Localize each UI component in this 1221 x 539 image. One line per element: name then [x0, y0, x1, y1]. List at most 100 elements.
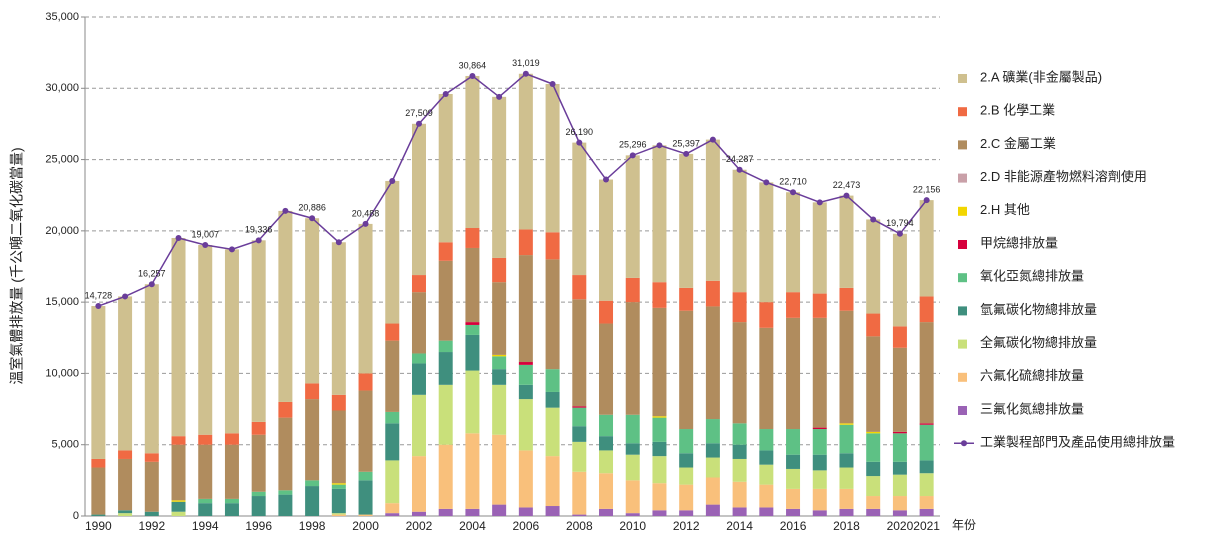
bar-segment — [224, 503, 239, 516]
bar-segment — [545, 391, 560, 408]
x-tick-label: 2021 — [913, 519, 940, 533]
bar-segment — [866, 461, 881, 477]
legend-swatch — [958, 140, 967, 150]
bar-segment — [438, 242, 453, 261]
line-point — [522, 70, 529, 77]
bar-segment — [198, 245, 213, 435]
bar-segment — [91, 467, 106, 515]
bar-segment — [599, 473, 614, 509]
bar-segment — [118, 458, 133, 511]
bar-segment — [171, 237, 186, 437]
bar-segment — [518, 399, 533, 451]
bar-segment — [705, 504, 720, 516]
bar-segment — [411, 292, 426, 354]
bar-segment — [224, 498, 239, 504]
bar-segment — [438, 508, 453, 516]
y-axis-label: 溫室氣體排放量 (千公噸二氧化碳當量) — [9, 147, 25, 384]
line-point — [790, 189, 797, 196]
bar-segment — [599, 414, 614, 437]
y-tick-label: 15,000 — [45, 296, 79, 308]
bar-segment — [91, 306, 106, 459]
x-tick-label: 1990 — [85, 519, 112, 533]
bar-segment — [518, 255, 533, 363]
bar-segment — [198, 444, 213, 499]
bar-segment — [705, 306, 720, 420]
bar-segment — [411, 511, 426, 516]
bar-segment — [599, 436, 614, 451]
legend-label: 三氟化氮總排放量 — [980, 401, 1084, 416]
bar-segment — [759, 327, 774, 430]
data-label: 22,473 — [833, 180, 861, 190]
bar-segment — [786, 292, 801, 318]
bar-segment — [652, 441, 667, 457]
bar-segment — [518, 450, 533, 508]
bar-segment — [679, 310, 694, 430]
bar-segment — [465, 508, 480, 516]
y-tick-label: 35,000 — [45, 11, 79, 23]
bar-segment — [812, 454, 827, 471]
bar-segment — [411, 275, 426, 293]
bar-segment — [732, 322, 747, 424]
y-tick-label: 25,000 — [45, 153, 79, 165]
bar-segment — [331, 394, 346, 411]
line-point — [309, 215, 316, 222]
bar-segment — [599, 508, 614, 516]
data-label: 27,509 — [405, 108, 433, 118]
bar-segment — [171, 511, 186, 516]
bar-segment — [411, 363, 426, 395]
bar-segment — [759, 464, 774, 485]
bar-segment — [572, 275, 587, 300]
bar-segment — [305, 480, 320, 487]
bar-segment — [705, 443, 720, 458]
bar-segment — [759, 507, 774, 516]
legend-swatch — [958, 206, 967, 216]
bar-segment — [705, 280, 720, 307]
legend-label: 氧化亞氮總排放量 — [980, 269, 1084, 284]
bar-segment — [438, 352, 453, 385]
bar-segment — [411, 353, 426, 364]
bar-segment — [545, 232, 560, 260]
legend-swatch — [958, 406, 967, 415]
bar-segment — [732, 169, 747, 293]
bar-segment — [545, 259, 560, 370]
bar-segment — [465, 324, 480, 335]
bar-segment — [866, 433, 881, 462]
bar-segment — [812, 488, 827, 511]
bar-segment — [786, 429, 801, 455]
legend-label: 六氟化硫總排放量 — [980, 368, 1084, 383]
bar-segment — [438, 340, 453, 353]
bar-segment — [679, 510, 694, 516]
bar-segment — [118, 450, 133, 459]
data-label: 25,296 — [619, 140, 647, 150]
line-point — [496, 93, 503, 100]
bar-segment — [251, 240, 266, 422]
line-point — [549, 81, 556, 88]
bar-segment — [331, 410, 346, 484]
legend-swatch — [958, 372, 967, 382]
bar-segment — [438, 384, 453, 445]
bar-segment — [919, 473, 934, 497]
bar-segment — [866, 336, 881, 432]
bar-segment — [812, 317, 827, 428]
bar-segment — [919, 508, 934, 516]
bar-segment — [411, 456, 426, 512]
bar-segment — [572, 441, 587, 472]
bar-segment — [892, 431, 907, 434]
bar-segment — [679, 153, 694, 288]
bar-segment — [518, 362, 533, 365]
bar-segment — [305, 218, 320, 384]
x-tick-label: 2010 — [619, 519, 646, 533]
bar-segment — [572, 299, 587, 407]
bar-segment — [599, 300, 614, 324]
bar-segment — [251, 496, 266, 516]
bar-segment — [572, 514, 587, 516]
bar-segment — [358, 373, 373, 391]
legend-label: 2.H 其他 — [980, 202, 1030, 217]
bar-segment — [679, 287, 694, 311]
bar-segment — [625, 277, 640, 303]
bar-segment — [144, 461, 159, 512]
bar-segment — [358, 223, 373, 374]
y-tick-label: 10,000 — [45, 367, 79, 379]
legend-swatch — [958, 240, 967, 249]
bar-segment — [278, 401, 293, 418]
